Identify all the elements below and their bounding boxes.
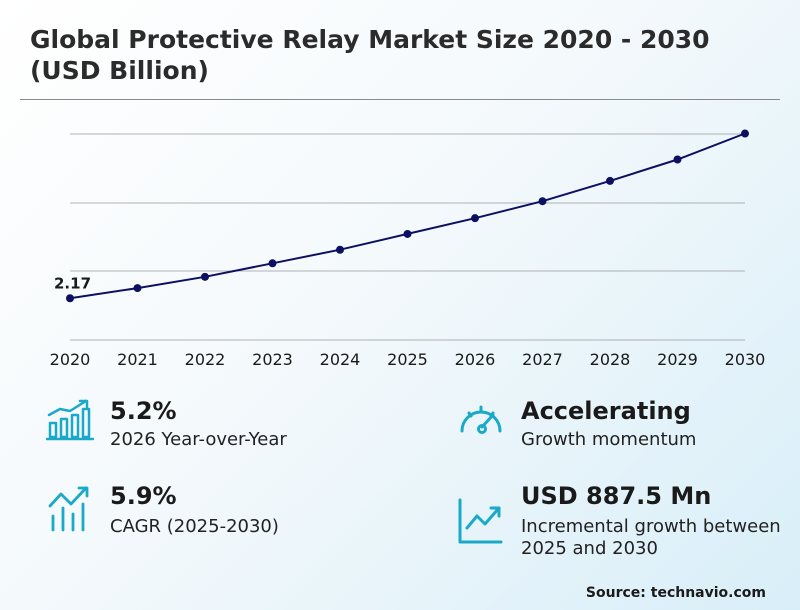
series-line — [69, 132, 746, 300]
stat-value: USD 887.5 Mn — [521, 482, 712, 510]
data-label: 2.17 — [54, 274, 91, 292]
x-tick-label: 2029 — [657, 350, 698, 369]
data-point — [741, 129, 749, 138]
chart-title: Global Protective Relay Market Size 2020… — [30, 25, 710, 85]
x-tick-label: 2028 — [590, 350, 631, 369]
data-point — [133, 284, 142, 293]
x-tick-label: 2023 — [252, 350, 293, 369]
stat-value: 5.2% — [110, 397, 177, 425]
rising-line-icon — [458, 498, 503, 544]
data-point — [268, 259, 277, 268]
speedometer-icon — [460, 405, 502, 434]
x-tick-label: 2022 — [185, 350, 226, 369]
stat-value: Accelerating — [521, 397, 691, 425]
x-axis-ticks: 2020 2021 2022 2023 2024 2025 2026 2027 2028 2029… — [50, 350, 766, 369]
stat-label: Growth momentum — [521, 429, 697, 450]
trend-bars-icon — [48, 486, 89, 532]
x-tick-label: 2024 — [320, 350, 361, 369]
data-points — [66, 129, 749, 303]
data-point — [471, 214, 479, 223]
data-point — [66, 294, 74, 303]
x-tick-label: 2020 — [50, 350, 91, 369]
data-point — [606, 176, 614, 185]
data-labels: 2.17 — [54, 274, 91, 292]
gridlines — [70, 133, 745, 341]
data-point — [201, 272, 209, 281]
x-tick-label: 2021 — [117, 350, 158, 369]
stat-label: Incremental growth between 2025 and 2030 — [521, 516, 781, 559]
stat-value: 5.9% — [110, 482, 177, 510]
x-tick-label: 2025 — [387, 350, 428, 369]
source-credit: Source: technavio.com — [585, 585, 766, 601]
data-point — [538, 197, 547, 206]
data-point — [403, 229, 412, 238]
x-tick-label: 2030 — [725, 350, 766, 369]
x-tick-label: 2027 — [522, 350, 563, 369]
data-point — [336, 245, 344, 254]
stat-label: CAGR (2025-2030) — [110, 516, 279, 537]
title-divider — [20, 99, 780, 100]
x-tick-label: 2026 — [455, 350, 496, 369]
bar-chart-growth-icon — [46, 399, 94, 441]
data-point — [673, 155, 682, 164]
series-line-path — [69, 132, 746, 300]
stat-label: 2026 Year-over-Year — [110, 429, 287, 450]
line-chart: 2.17 2020 2021 2022 2023 2024 2025 2026 2027 202… — [50, 129, 766, 369]
